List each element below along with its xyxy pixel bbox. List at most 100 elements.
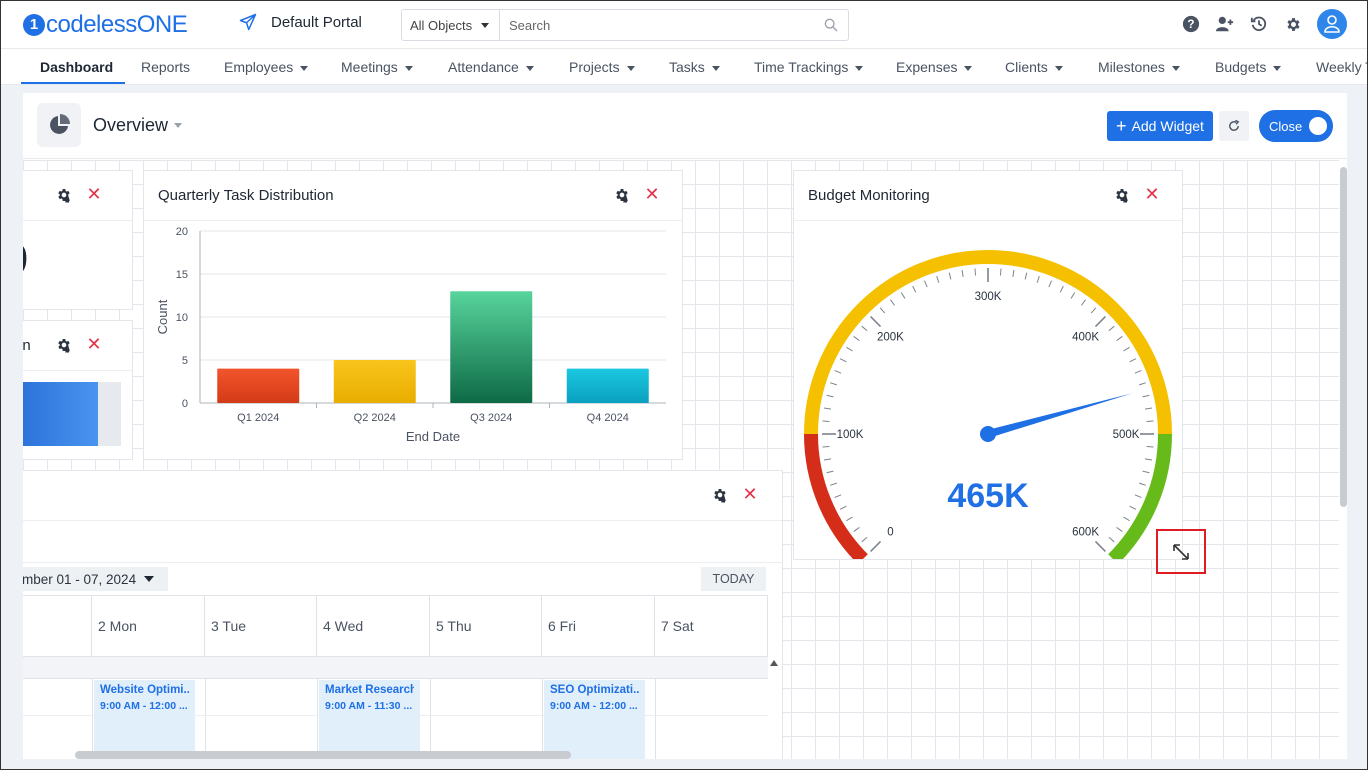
help-icon[interactable]: ? (1181, 14, 1201, 34)
day-label: 7 Sat (661, 618, 694, 634)
close-icon[interactable]: ✕ (86, 184, 102, 204)
x-tick-label: Q1 2024 (237, 412, 279, 424)
minor-tick (1116, 336, 1123, 341)
portal-selector[interactable]: Default Portal (239, 13, 362, 31)
gauge-tick-label: 400K (1072, 331, 1099, 343)
widget-title: Budget Monitoring (808, 187, 930, 204)
minor-tick (822, 420, 830, 423)
day-header-fri[interactable]: 6 Fri (542, 596, 655, 657)
add-user-icon[interactable] (1215, 14, 1235, 34)
nav-label: Attendance (448, 59, 519, 75)
history-icon[interactable] (1249, 14, 1269, 34)
nav-projects[interactable]: Projects (569, 49, 635, 84)
day-header-wed[interactable]: 4 Wed (317, 596, 430, 657)
widget-header: Budget Monitoring ✕ (794, 171, 1182, 221)
caret-down-icon (300, 65, 309, 71)
column-divider (430, 679, 431, 759)
day-header-thu[interactable]: 5 Thu (430, 596, 542, 657)
refresh-button[interactable] (1219, 111, 1249, 141)
nav-reports[interactable]: Reports (141, 49, 191, 84)
bar (450, 291, 533, 403)
gear-icon[interactable] (56, 337, 72, 353)
object-filter-select[interactable]: All Objects (402, 10, 500, 40)
logo-text: codelessONE (46, 11, 188, 38)
nav-budgets[interactable]: Budgets (1215, 49, 1282, 84)
column-divider (92, 679, 93, 759)
nav-label: Reports (141, 59, 191, 75)
minor-tick (1123, 516, 1130, 522)
widget-header: ✕ (23, 471, 782, 521)
user-avatar[interactable] (1317, 9, 1347, 39)
close-icon[interactable]: ✕ (1144, 184, 1160, 204)
nav-attendance[interactable]: Attendance (448, 49, 534, 84)
today-label: TODAY (712, 572, 755, 586)
gauge-tick-label: 300K (975, 291, 1002, 303)
bar (333, 360, 416, 403)
global-search: All Objects (401, 9, 849, 41)
nav-employees[interactable]: Employees (224, 49, 309, 84)
calendar-event[interactable]: SEO Optimizati... 9:00 AM - 12:00 ... (544, 680, 645, 759)
resize-diagonal-icon[interactable] (1171, 542, 1191, 562)
y-axis-label: Count (155, 299, 170, 334)
horizontal-scrollbar[interactable] (75, 751, 571, 759)
nav-weekly[interactable]: Weekly T (1316, 49, 1367, 84)
day-header-tue[interactable]: 3 Tue (205, 596, 317, 657)
search-input[interactable] (500, 10, 814, 40)
nav-label: Milestones (1098, 59, 1165, 75)
y-tick-label: 0 (182, 398, 188, 410)
caret-down-icon (626, 65, 635, 71)
minor-tick (1048, 280, 1052, 288)
close-icon[interactable]: ✕ (644, 184, 660, 204)
nav-tasks[interactable]: Tasks (669, 49, 720, 84)
scroll-thumb[interactable] (1340, 167, 1347, 507)
nav-meetings[interactable]: Meetings (341, 49, 413, 84)
minor-tick (948, 272, 952, 280)
nav-dashboard[interactable]: Dashboard (40, 49, 113, 84)
event-time: 9:00 AM - 12:00 ... (100, 700, 188, 712)
nav-time-trackings[interactable]: Time Trackings (754, 49, 864, 84)
minor-tick (900, 292, 906, 299)
dashboard-selector[interactable]: Overview (93, 115, 183, 136)
x-axis-label: End Date (406, 429, 460, 444)
vertical-scrollbar[interactable] (1339, 159, 1347, 759)
app-logo[interactable]: 1 codelessONE (23, 11, 188, 39)
gear-icon[interactable] (1114, 187, 1130, 203)
widget-header: ✕ (23, 171, 132, 221)
minor-tick (1108, 325, 1115, 332)
caret-down-icon (144, 576, 155, 582)
day-header-sat[interactable]: 7 Sat (655, 596, 768, 657)
gear-icon[interactable] (56, 187, 72, 203)
close-icon[interactable]: ✕ (742, 484, 758, 504)
scroll-up-arrow-icon[interactable] (770, 660, 778, 666)
date-range-selector[interactable]: mber 01 - 07, 2024 (23, 567, 168, 591)
nav-clients[interactable]: Clients (1005, 49, 1063, 84)
close-toggle[interactable]: Close (1259, 110, 1333, 142)
nav-label: Clients (1005, 59, 1048, 75)
refresh-icon (1229, 119, 1240, 131)
caret-down-icon (174, 123, 183, 128)
gear-icon[interactable] (712, 487, 728, 503)
day-label: 3 Tue (211, 618, 247, 634)
calendar-event[interactable]: Website Optimi... 9:00 AM - 12:00 ... (94, 680, 195, 759)
pie-chart-icon (37, 103, 81, 147)
minor-tick (1012, 269, 1015, 278)
x-tick-label: Q4 2024 (587, 412, 629, 424)
caret-down-icon (964, 65, 973, 71)
nav-expenses[interactable]: Expenses (896, 49, 973, 84)
count-value: 9 (23, 235, 28, 285)
day-header-mon[interactable]: 2 Mon (92, 596, 205, 657)
today-button[interactable]: TODAY (701, 567, 766, 591)
time-gutter-header (23, 596, 92, 657)
gear-icon[interactable] (614, 187, 630, 203)
add-widget-button[interactable]: + Add Widget (1107, 111, 1213, 141)
close-icon[interactable]: ✕ (86, 334, 102, 354)
nav-milestones[interactable]: Milestones (1098, 49, 1180, 84)
gauge-pivot (980, 426, 996, 442)
search-icon[interactable] (814, 10, 848, 40)
major-tick (1094, 316, 1106, 328)
minor-tick (879, 307, 886, 314)
caret-down-icon (711, 65, 720, 71)
calendar-event[interactable]: Market Research 9:00 AM - 11:30 ... (319, 680, 420, 759)
bar-chart: 0 5 10 15 20 Q1 2024 Q2 2024 Q3 2024 Q4 2024 End … (155, 226, 666, 444)
settings-gear-icon[interactable] (1283, 14, 1303, 34)
